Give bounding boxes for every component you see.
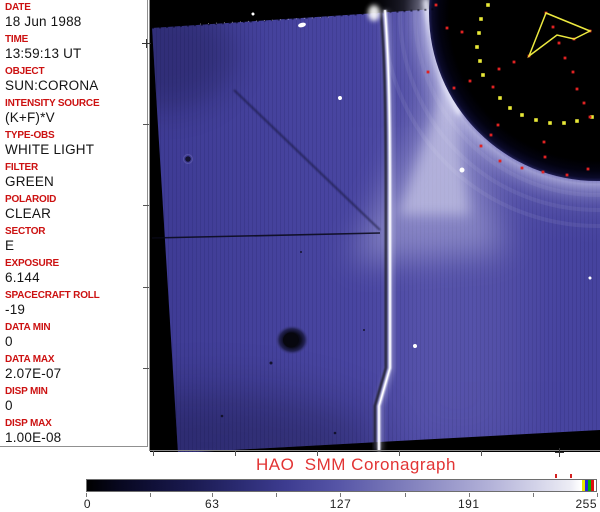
field-value: GREEN bbox=[5, 174, 55, 189]
field-label: SPACECRAFT ROLL bbox=[5, 290, 100, 301]
sidebar-field-date: DATE 18 Jun 1988 bbox=[5, 2, 145, 34]
sidebar-field-type-obs: TYPE-OBS WHITE LIGHT bbox=[5, 130, 145, 162]
axis-tick-bottom bbox=[481, 451, 482, 456]
colorbar-tick bbox=[86, 493, 87, 497]
field-value: 6.144 bbox=[5, 270, 40, 285]
sidebar-field-time: TIME 13:59:13 UT bbox=[5, 34, 145, 66]
sidebar-field-data-min: DATA MIN 0 bbox=[5, 322, 145, 354]
coronagraph-image bbox=[151, 0, 600, 452]
colorbar-tick bbox=[276, 493, 278, 497]
sidebar-field-disp-min: DISP MIN 0 bbox=[5, 386, 145, 418]
field-label: DATA MAX bbox=[5, 354, 55, 365]
footer-title: HAO SMM Coronagraph bbox=[256, 455, 456, 474]
field-value: WHITE LIGHT bbox=[5, 142, 95, 157]
field-value: SUN:CORONA bbox=[5, 78, 99, 93]
colorbar-tick bbox=[532, 493, 534, 497]
field-label: EXPOSURE bbox=[5, 258, 59, 269]
sidebar-field-polaroid: POLAROID CLEAR bbox=[5, 194, 145, 226]
colorbar-tick bbox=[468, 493, 470, 497]
palette-end-stripe bbox=[582, 480, 585, 491]
field-label: DISP MAX bbox=[5, 418, 52, 429]
colorbar-label: 127 bbox=[329, 497, 352, 511]
palette-end-stripe bbox=[591, 480, 594, 491]
sidebar-field-disp-max: DISP MAX 1.00E-08 bbox=[5, 418, 145, 450]
field-value: 2.07E-07 bbox=[5, 366, 62, 381]
sun-center-plus-bottom bbox=[555, 448, 564, 457]
axis-tick-left bbox=[143, 287, 149, 288]
field-value: 1.00E-08 bbox=[5, 430, 62, 445]
sidebar-field-spacecraft-roll: SPACECRAFT ROLL -19 bbox=[5, 290, 145, 322]
field-label: FILTER bbox=[5, 162, 39, 173]
colorbar-tick bbox=[597, 493, 598, 497]
axis-tick-bottom bbox=[317, 451, 318, 456]
colorbar-range-marker bbox=[570, 474, 572, 478]
colorbar-tick bbox=[404, 493, 406, 497]
colorbar-tick bbox=[340, 493, 342, 497]
sun-center-plus-left bbox=[142, 39, 151, 48]
field-value: 0 bbox=[5, 334, 13, 349]
field-label: DATA MIN bbox=[5, 322, 51, 333]
axis-tick-left bbox=[143, 205, 149, 206]
sidebar-field-sector: SECTOR E bbox=[5, 226, 145, 258]
sidebar-field-intensity-source: INTENSITY SOURCE (K+F)*V bbox=[5, 98, 145, 130]
axis-tick-bottom bbox=[153, 451, 154, 456]
panel-frame-left bbox=[149, 0, 150, 451]
sidebar-field-exposure: EXPOSURE 6.144 bbox=[5, 258, 145, 290]
field-label: SECTOR bbox=[5, 226, 46, 237]
sidebar-field-filter: FILTER GREEN bbox=[5, 162, 145, 194]
panel-frame-bottom bbox=[149, 450, 600, 451]
field-value: (K+F)*V bbox=[5, 110, 55, 125]
field-label: TYPE-OBS bbox=[5, 130, 55, 141]
sidebar-field-object: OBJECT SUN:CORONA bbox=[5, 66, 145, 98]
field-value: CLEAR bbox=[5, 206, 52, 221]
field-value: 18 Jun 1988 bbox=[5, 14, 82, 29]
axis-tick-left bbox=[143, 124, 149, 125]
colorbar-tick bbox=[150, 493, 152, 497]
colorbar-label: 191 bbox=[457, 497, 480, 511]
field-value: 0 bbox=[5, 398, 13, 413]
field-label: INTENSITY SOURCE bbox=[5, 98, 100, 109]
field-label: OBJECT bbox=[5, 66, 45, 77]
colorbar-label: 255 bbox=[575, 497, 597, 511]
field-label: DISP MIN bbox=[5, 386, 48, 397]
palette-end-stripe bbox=[588, 480, 591, 491]
axis-tick-left bbox=[143, 368, 149, 369]
colorbar-range-marker bbox=[555, 474, 557, 478]
palette-end-stripe bbox=[585, 480, 588, 491]
field-value: 13:59:13 UT bbox=[5, 46, 82, 61]
colorbar-label: 63 bbox=[205, 497, 220, 511]
field-value: -19 bbox=[5, 302, 26, 317]
sidebar-field-data-max: DATA MAX 2.07E-07 bbox=[5, 354, 145, 386]
metadata-sidebar: DATE 18 Jun 1988 TIME 13:59:13 UT OBJECT SUN:… bbox=[0, 0, 148, 447]
axis-tick-bottom bbox=[399, 451, 400, 456]
field-label: DATE bbox=[5, 2, 31, 13]
colorbar-tick bbox=[212, 493, 214, 497]
field-label: TIME bbox=[5, 34, 29, 45]
colorbar-label: 0 bbox=[83, 497, 92, 511]
field-label: POLAROID bbox=[5, 194, 57, 205]
axis-tick-bottom bbox=[235, 451, 236, 456]
palette-colorbar bbox=[86, 479, 597, 492]
image-panel bbox=[150, 0, 600, 452]
field-value: E bbox=[5, 238, 15, 253]
palette-gradient bbox=[87, 480, 596, 491]
